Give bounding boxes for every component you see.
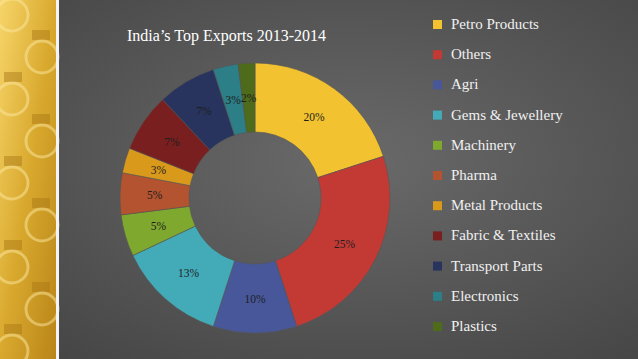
decor-shape (4, 324, 22, 334)
chart-root: India’s Top Exports 2013-2014 20% 25% 10% 13… (0, 0, 638, 359)
decor-shape (0, 251, 28, 283)
decor-shape (32, 282, 50, 292)
decor-shape (26, 293, 58, 325)
legend-swatch (433, 111, 442, 120)
decor-shape (32, 114, 50, 124)
data-label: 3% (225, 94, 241, 106)
data-label: 13% (178, 267, 200, 279)
legend-swatch (433, 171, 442, 180)
data-label: 20% (304, 111, 326, 123)
legend-label: Pharma (451, 167, 497, 183)
legend-label: Petro Products (451, 16, 539, 32)
legend-label: Gems & Jewellery (451, 107, 563, 123)
decor-shape (0, 83, 28, 115)
legend-label: Metal Products (451, 197, 542, 213)
data-label: 10% (244, 293, 266, 305)
data-labels: 20%25%10%13%5%5%3%7%7%3%2% (147, 92, 356, 305)
decor-shape (26, 209, 58, 241)
legend-label: Transport Parts (451, 258, 543, 274)
legend-swatch (433, 262, 442, 271)
data-label: 25% (334, 238, 356, 250)
legend-swatch (433, 80, 442, 89)
decor-shape (0, 167, 28, 199)
data-label: 7% (196, 105, 212, 117)
legend-label: Agri (451, 76, 479, 92)
legend: Petro Products Others Agri Gems & Jewellery… (433, 16, 563, 334)
title: India’s Top Exports 2013-2014 (127, 27, 326, 45)
slice (275, 156, 390, 326)
data-label: 3% (151, 164, 167, 176)
legend-label: Machinery (451, 137, 516, 153)
decor-shape (4, 240, 22, 250)
legend-swatch (433, 292, 442, 301)
legend-label: Electronics (451, 288, 519, 304)
slice (255, 63, 383, 178)
decor-shape (26, 41, 58, 73)
legend-swatch (433, 20, 442, 29)
decor-shape (4, 156, 22, 166)
legend-label: Plastics (451, 318, 497, 334)
decor-shape (4, 72, 22, 82)
chart: India’s Top Exports 2013-2014 20% 25% 10% 13… (0, 0, 638, 359)
data-label: 7% (164, 136, 180, 148)
decor-shape (32, 198, 50, 208)
legend-swatch (433, 231, 442, 240)
background (0, 0, 638, 359)
data-label: 5% (151, 220, 167, 232)
decor-shape (0, 335, 28, 359)
divider (56, 0, 59, 359)
data-label: 5% (147, 189, 163, 201)
legend-swatch (433, 201, 442, 210)
decor-shape (26, 125, 58, 157)
data-label: 2% (241, 92, 257, 104)
legend-swatch (433, 141, 442, 150)
slices (120, 63, 390, 333)
legend-label: Fabric & Textiles (451, 227, 556, 243)
legend-swatch (433, 50, 442, 59)
decor-shape (0, 0, 28, 31)
legend-label: Others (451, 46, 491, 62)
legend-swatch (433, 322, 442, 331)
decor-shape (32, 30, 50, 40)
